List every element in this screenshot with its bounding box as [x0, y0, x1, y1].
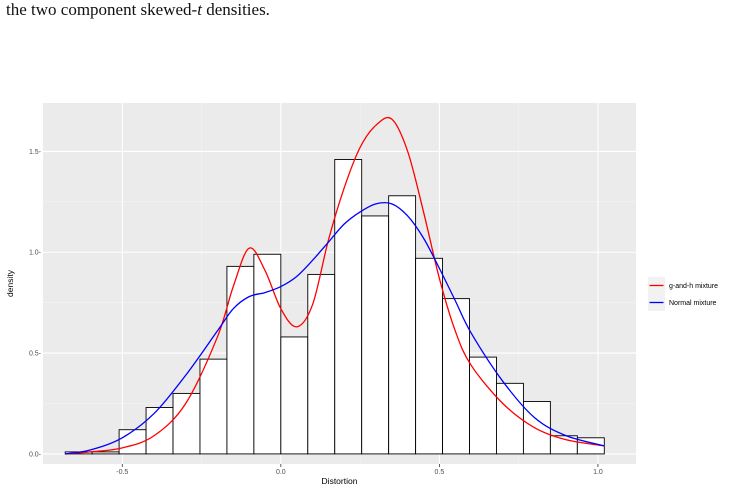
- histogram-bar-14: [415, 257, 444, 455]
- figure-caption: the two component skewed-t densities.: [6, 0, 270, 20]
- y-tick-label: 0.5-: [29, 351, 42, 358]
- density-curve-normal: [65, 201, 605, 455]
- histogram-bar-2: [91, 451, 120, 455]
- y-axis-ticks: 0.0- 0.5- 1.0- 1.5-: [29, 149, 42, 459]
- x-axis-ticks: -0.5 0.0 0.5 1.0: [116, 464, 603, 476]
- histogram-bar-15: [442, 298, 470, 455]
- histogram-bar-10: [307, 273, 336, 455]
- histogram-bar-6: [199, 358, 228, 455]
- histogram-bar-18: [522, 401, 551, 455]
- x-tick-label: 0.5: [435, 469, 445, 476]
- y-tick-label: 1.5-: [29, 149, 42, 156]
- histogram-bars: [64, 159, 605, 455]
- y-axis-title: density: [5, 269, 15, 297]
- caption-italic: t: [197, 0, 202, 19]
- histogram-bar-5: [172, 392, 201, 455]
- histogram-bar-11: [334, 159, 363, 455]
- y-tick-label: 1.0-: [29, 250, 42, 257]
- legend-label: Normal mixture: [669, 300, 717, 307]
- histogram-bar-8: [253, 253, 282, 455]
- histogram-bar-12: [361, 215, 390, 455]
- caption-prefix: the two component skewed-: [6, 0, 198, 19]
- density-curve-g-and-h: [65, 116, 605, 455]
- caption-suffix: densities.: [201, 0, 270, 19]
- x-tick-label: -0.5: [116, 469, 128, 476]
- density-curves: [65, 116, 605, 455]
- histogram-bar-17: [496, 382, 524, 455]
- x-tick-label: 1.0: [593, 469, 603, 476]
- histogram-bar-9: [280, 336, 309, 455]
- histogram-bar-13: [388, 195, 417, 455]
- histogram-bar-4: [145, 407, 174, 455]
- legend: g-and-h mixture Normal mixture: [648, 277, 718, 311]
- legend-label: g-and-h mixture: [669, 283, 718, 290]
- x-axis-title: Distortion: [322, 476, 358, 486]
- x-tick-label: 0.0: [276, 469, 286, 476]
- histogram-bar-16: [469, 356, 497, 455]
- y-tick-label: 0.0-: [29, 451, 42, 458]
